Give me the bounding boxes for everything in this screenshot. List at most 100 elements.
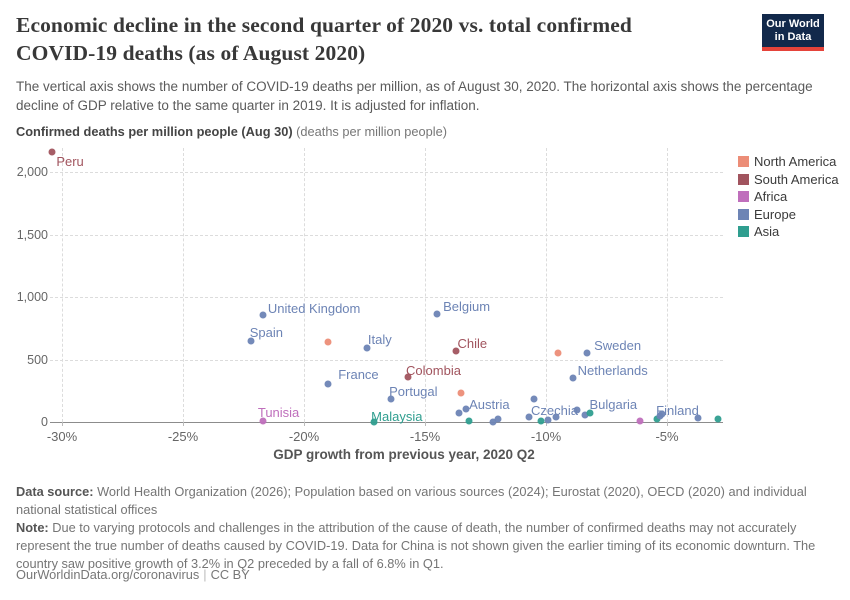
x-tick-label: -20% xyxy=(288,429,320,444)
data-point-tunisia[interactable] xyxy=(259,417,267,425)
data-point-unlabeled[interactable] xyxy=(455,409,463,417)
data-point-unlabeled[interactable] xyxy=(465,417,473,425)
x-tick-mark xyxy=(425,422,426,426)
data-point-unlabeled[interactable] xyxy=(489,418,497,425)
y-gridline xyxy=(50,172,723,173)
owid-logo[interactable]: Our World in Data xyxy=(762,14,824,51)
point-label-tunisia: Tunisia xyxy=(257,405,300,420)
data-point-czechia[interactable] xyxy=(525,413,533,421)
point-label-belgium: Belgium xyxy=(443,299,491,314)
legend-item-europe[interactable]: Europe xyxy=(738,206,839,224)
point-label-bulgaria: Bulgaria xyxy=(589,397,638,412)
y-axis-title-bold: Confirmed deaths per million people (Aug… xyxy=(16,124,293,139)
y-axis-title-units: (deaths per million people) xyxy=(292,124,447,139)
legend-item-asia[interactable]: Asia xyxy=(738,223,839,241)
legend-label: South America xyxy=(754,171,839,187)
y-tick-label: 500 xyxy=(27,352,48,367)
data-point-finland[interactable] xyxy=(658,410,666,417)
data-point-unlabeled[interactable] xyxy=(537,417,545,425)
x-tick-mark xyxy=(546,422,547,426)
data-point-unlabeled[interactable] xyxy=(457,389,465,397)
note-label: Note: xyxy=(16,520,49,535)
x-tick-label: -10% xyxy=(530,429,562,444)
legend-swatch-icon xyxy=(738,156,749,168)
data-point-unlabeled[interactable] xyxy=(324,338,332,346)
data-point-unlabeled[interactable] xyxy=(552,413,560,421)
y-gridline xyxy=(50,297,723,298)
x-axis-line xyxy=(50,422,723,423)
data-point-belgium[interactable] xyxy=(433,310,441,318)
note-text: Due to varying protocols and challenges … xyxy=(16,520,816,572)
data-source-label: Data source: xyxy=(16,484,94,499)
y-tick-label: 0 xyxy=(41,415,48,429)
legend-label: North America xyxy=(754,154,837,170)
x-gridline xyxy=(546,148,547,422)
legend-label: Asia xyxy=(754,224,780,240)
x-tick-label: -30% xyxy=(46,429,78,444)
point-label-colombia: Colombia xyxy=(406,363,461,378)
point-label-austria: Austria xyxy=(469,397,510,412)
data-source-line: Data source: World Health Organization (… xyxy=(16,483,832,519)
x-tick-label: -15% xyxy=(409,429,441,444)
y-axis-title: Confirmed deaths per million people (Aug… xyxy=(16,124,447,139)
data-point-sweden[interactable] xyxy=(583,349,591,357)
data-point-malaysia[interactable] xyxy=(370,418,378,425)
data-point-unlabeled[interactable] xyxy=(714,415,722,423)
point-label-portugal: Portugal xyxy=(389,384,438,399)
y-tick-label: 1,000 xyxy=(16,290,48,304)
attribution-divider: | xyxy=(203,567,207,582)
point-label-chile: Chile xyxy=(457,336,488,351)
x-tick-label: -5% xyxy=(655,429,679,444)
y-tick-label: 2,000 xyxy=(16,165,48,179)
data-point-spain[interactable] xyxy=(247,337,255,345)
legend-item-south-america[interactable]: South America xyxy=(738,171,839,189)
x-tick-mark xyxy=(183,422,184,426)
legend: North America South America Africa Europe As… xyxy=(738,153,839,241)
owid-url-link[interactable]: OurWorldinData.org/coronavirus xyxy=(16,567,200,582)
data-point-netherlands[interactable] xyxy=(569,374,577,382)
data-point-unlabeled[interactable] xyxy=(494,415,502,423)
data-point-unlabeled[interactable] xyxy=(544,416,552,424)
y-gridline xyxy=(50,359,723,361)
data-point-unlabeled[interactable] xyxy=(530,395,538,403)
note-line: Note: Due to varying protocols and chall… xyxy=(16,519,832,573)
legend-label: Europe xyxy=(754,206,796,222)
data-point-france[interactable] xyxy=(324,380,332,388)
data-point-peru[interactable] xyxy=(48,148,56,156)
legend-swatch-icon xyxy=(738,191,749,203)
y-gridline xyxy=(50,234,723,236)
legend-swatch-icon xyxy=(738,226,749,238)
license-label: CC BY xyxy=(210,567,250,582)
legend-label: Africa xyxy=(754,189,788,205)
chart-subtitle: The vertical axis shows the number of CO… xyxy=(16,79,813,114)
data-point-chile[interactable] xyxy=(452,347,460,355)
x-axis-title: GDP growth from previous year, 2020 Q2 xyxy=(273,447,535,462)
data-point-united-kingdom[interactable] xyxy=(259,311,267,319)
x-gridline xyxy=(667,148,668,422)
data-point-unlabeled[interactable] xyxy=(554,349,562,357)
data-point-portugal[interactable] xyxy=(387,395,395,403)
title-line-1: Economic decline in the second quarter o… xyxy=(16,13,632,37)
attribution-line: OurWorldinData.org/coronavirus | CC BY xyxy=(16,566,832,584)
legend-swatch-icon xyxy=(738,173,749,185)
data-point-austria[interactable] xyxy=(462,405,470,413)
data-point-unlabeled[interactable] xyxy=(586,409,594,416)
point-label-united-kingdom: United Kingdom xyxy=(267,301,361,316)
point-label-spain: Spain xyxy=(249,325,283,340)
point-label-finland: Finland xyxy=(656,402,699,418)
data-point-unlabeled[interactable] xyxy=(581,411,589,418)
point-label-france: France xyxy=(338,367,379,382)
logo-line-2: in Data xyxy=(774,31,812,43)
data-point-bulgaria[interactable] xyxy=(573,406,581,414)
x-gridline xyxy=(304,148,305,422)
title-line-2: COVID-19 deaths (as of August 2020) xyxy=(16,40,366,65)
data-point-italy[interactable] xyxy=(363,344,371,352)
x-tick-mark xyxy=(667,422,668,426)
point-label-sweden: Sweden xyxy=(594,338,642,353)
legend-item-north-america[interactable]: North America xyxy=(738,153,839,171)
data-point-unlabeled[interactable] xyxy=(636,417,644,425)
data-point-unlabeled[interactable] xyxy=(694,414,702,422)
legend-item-africa[interactable]: Africa xyxy=(738,188,839,206)
data-point-colombia[interactable] xyxy=(404,373,412,381)
